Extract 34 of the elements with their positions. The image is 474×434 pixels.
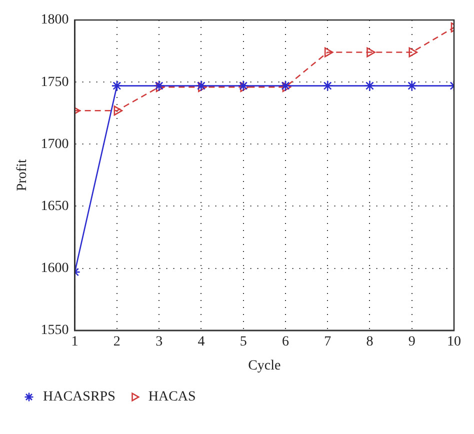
point bbox=[111, 80, 123, 92]
point bbox=[196, 80, 207, 92]
point bbox=[153, 80, 165, 92]
point bbox=[282, 82, 292, 92]
x-tick-label: 1 bbox=[71, 334, 78, 350]
point bbox=[238, 80, 249, 92]
x-tick-label: 3 bbox=[156, 334, 163, 350]
point bbox=[198, 82, 207, 92]
point bbox=[280, 80, 292, 92]
point bbox=[406, 80, 418, 92]
x-tick-label: 7 bbox=[324, 334, 332, 350]
y-tick-label: 1750 bbox=[40, 74, 69, 90]
y-tick-label: 1650 bbox=[40, 198, 69, 214]
point bbox=[156, 82, 165, 92]
point bbox=[322, 80, 334, 92]
x-axis-title: Cycle bbox=[248, 358, 281, 374]
x-tick-label: 5 bbox=[240, 334, 247, 350]
point bbox=[364, 80, 376, 92]
point bbox=[366, 47, 376, 58]
legend-label: HACASRPS bbox=[43, 390, 116, 405]
point bbox=[324, 47, 334, 58]
y-tick-label: 1700 bbox=[40, 136, 69, 152]
point bbox=[114, 106, 123, 116]
x-tick-label: 2 bbox=[113, 334, 120, 350]
y-axis-title: Profit bbox=[15, 159, 30, 192]
y-tick-label: 1550 bbox=[40, 323, 69, 338]
y-tick-label: 1600 bbox=[40, 260, 69, 276]
x-tick-label: 4 bbox=[198, 334, 205, 350]
legend-label: HACAS bbox=[148, 390, 196, 405]
x-tick-label: 6 bbox=[282, 334, 289, 350]
x-tick-label: 8 bbox=[366, 334, 374, 350]
x-tick-label: 9 bbox=[408, 334, 416, 350]
y-tick-label: 1800 bbox=[40, 12, 69, 28]
x-tick-label: 10 bbox=[447, 334, 461, 350]
